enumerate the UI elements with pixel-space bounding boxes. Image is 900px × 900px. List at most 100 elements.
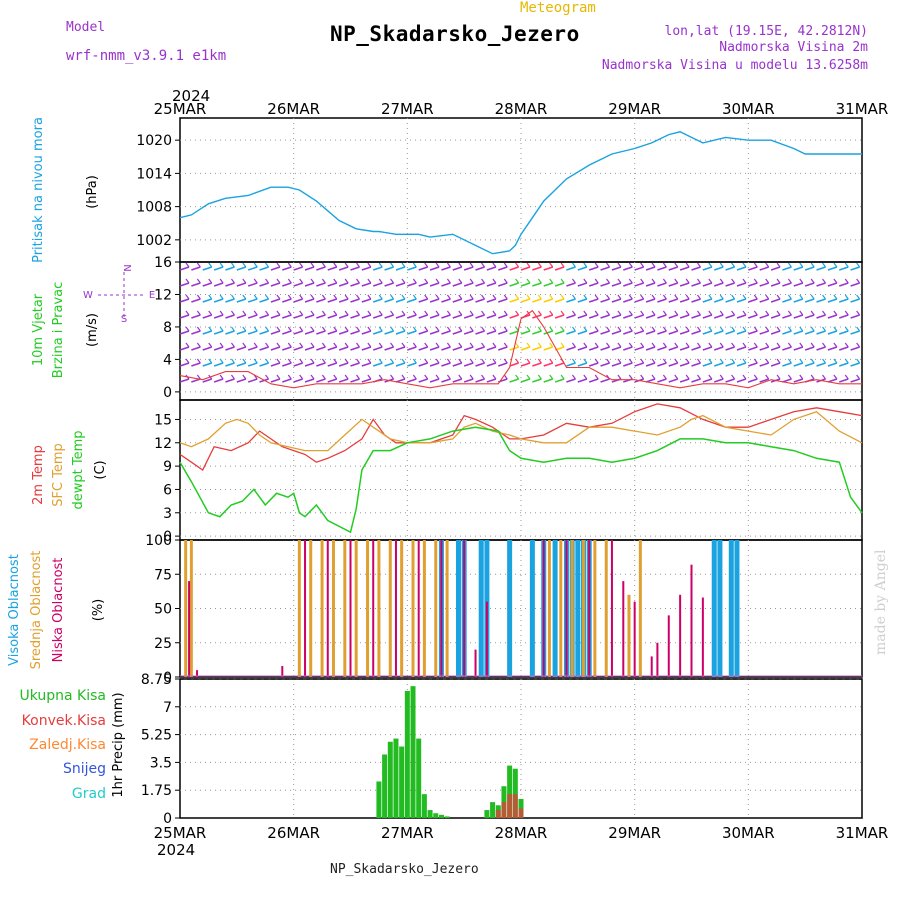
wind-arrow (441, 346, 451, 351)
wind-arrow-head (776, 310, 781, 316)
wind-arrow-head (242, 294, 247, 300)
wind-arrow (520, 362, 531, 367)
wind-arrow-head (685, 310, 690, 316)
wind-arrow-head (753, 262, 758, 268)
wind-arrow (247, 362, 258, 367)
wind-arrow-head (356, 342, 360, 348)
wind-arrow (259, 314, 269, 319)
wind-arrow-head (333, 310, 338, 316)
wind-arrow (236, 378, 247, 383)
wind-arrow-head (253, 278, 258, 284)
wind-arrow (850, 346, 860, 351)
wind-arrow-head (776, 262, 781, 268)
wind-arrow (486, 266, 497, 271)
wind-arrow-head (230, 278, 235, 284)
wind-arrow (225, 314, 235, 319)
wind-arrow (611, 282, 622, 287)
wind-arrow-head (333, 278, 338, 284)
wind-arrow-head (537, 294, 542, 300)
wind-arrow-head (230, 262, 235, 268)
wind-arrow (418, 362, 428, 367)
wind-arrow-head (537, 374, 542, 380)
wind-arrow (282, 282, 292, 287)
wind-arrow (316, 314, 326, 319)
wind-arrow (816, 314, 826, 319)
wind-arrow-head (390, 358, 395, 364)
wind-arrow (179, 298, 190, 303)
wind-arrow-head (412, 294, 417, 300)
wind-arrow-head (708, 342, 713, 348)
wind-arrow (338, 266, 349, 271)
wind-arrow-head (799, 278, 804, 284)
cloud-bar (529, 540, 535, 677)
wind-arrow-head (685, 358, 690, 364)
wind-arrow-head (731, 358, 736, 364)
wind-arrow-head (481, 358, 486, 364)
wind-arrow-head (810, 342, 815, 348)
wind-arrow (202, 362, 212, 367)
wind-arrow-head (196, 326, 201, 332)
wind-arrow (213, 330, 224, 335)
wind-arrow-head (367, 374, 372, 380)
wind-arrow (236, 314, 247, 319)
y-tick-label: 0 (163, 811, 172, 827)
wind-arrow-head (685, 374, 690, 380)
wind-arrow (407, 266, 417, 271)
wind-arrow-head (571, 374, 576, 380)
wind-arrow (407, 314, 417, 319)
wind-arrow-head (503, 342, 508, 348)
wind-arrow (566, 314, 576, 319)
wind-arrow (702, 266, 713, 271)
wind-arrow (202, 346, 212, 351)
y-tick-label: 75 (154, 567, 172, 583)
wind-arrow-head (515, 278, 520, 284)
wind-arrow-head (287, 326, 292, 332)
wind-arrow (566, 266, 576, 271)
model-label: Model (66, 20, 106, 35)
cloud-bar (728, 540, 734, 677)
wind-arrow-head (446, 342, 451, 348)
wind-arrow (282, 378, 292, 383)
y-tick-label: 12 (154, 436, 172, 452)
wind-arrow-head (458, 342, 463, 348)
precip-legend-item: Grad (72, 786, 106, 802)
wind-arrow-head (321, 294, 326, 300)
wind-arrow-head (390, 262, 395, 268)
precip-legend-item: Snijeg (63, 761, 106, 777)
wind-arrow (577, 298, 588, 303)
wind-arrow (463, 314, 474, 319)
wind-arrow (282, 346, 292, 351)
wind-arrow-head (640, 342, 645, 348)
wind-arrow (236, 346, 247, 351)
wind-arrow (804, 298, 815, 303)
wind-arrow (509, 314, 519, 319)
wind-arrow (827, 330, 838, 335)
wind-arrow-head (412, 326, 417, 332)
wind-arrow (532, 346, 542, 351)
wind-arrow-head (299, 358, 304, 364)
y-tick-label: 100 (145, 533, 172, 549)
wind-arrow-head (844, 294, 849, 300)
wind-arrow-head (822, 374, 827, 380)
wind-arrow-head (515, 358, 520, 364)
wind-arrow-head (481, 278, 486, 284)
wind-arrow-head (435, 262, 440, 268)
wind-arrow (679, 282, 690, 287)
wind-arrow (668, 378, 679, 383)
wind-arrow-head (310, 358, 315, 364)
cloud-bar (633, 601, 636, 677)
wind-arrow-head (492, 278, 497, 284)
wind-arrow-head (583, 294, 588, 300)
wind-arrow (202, 330, 212, 335)
wind-arrow-head (719, 310, 724, 316)
wind-arrow (600, 362, 610, 367)
wind-arrow-head (185, 342, 190, 348)
wind-arrow-head (833, 294, 838, 300)
wind-arrow (816, 330, 826, 335)
wind-arrow (839, 266, 849, 271)
wind-arrow-head (435, 278, 440, 284)
wind-arrow-head (265, 342, 270, 348)
wind-unit: (m/s) (85, 313, 100, 347)
wind-arrow (532, 362, 542, 367)
dewpoint-ylabel: dewpt Temp (71, 430, 86, 509)
